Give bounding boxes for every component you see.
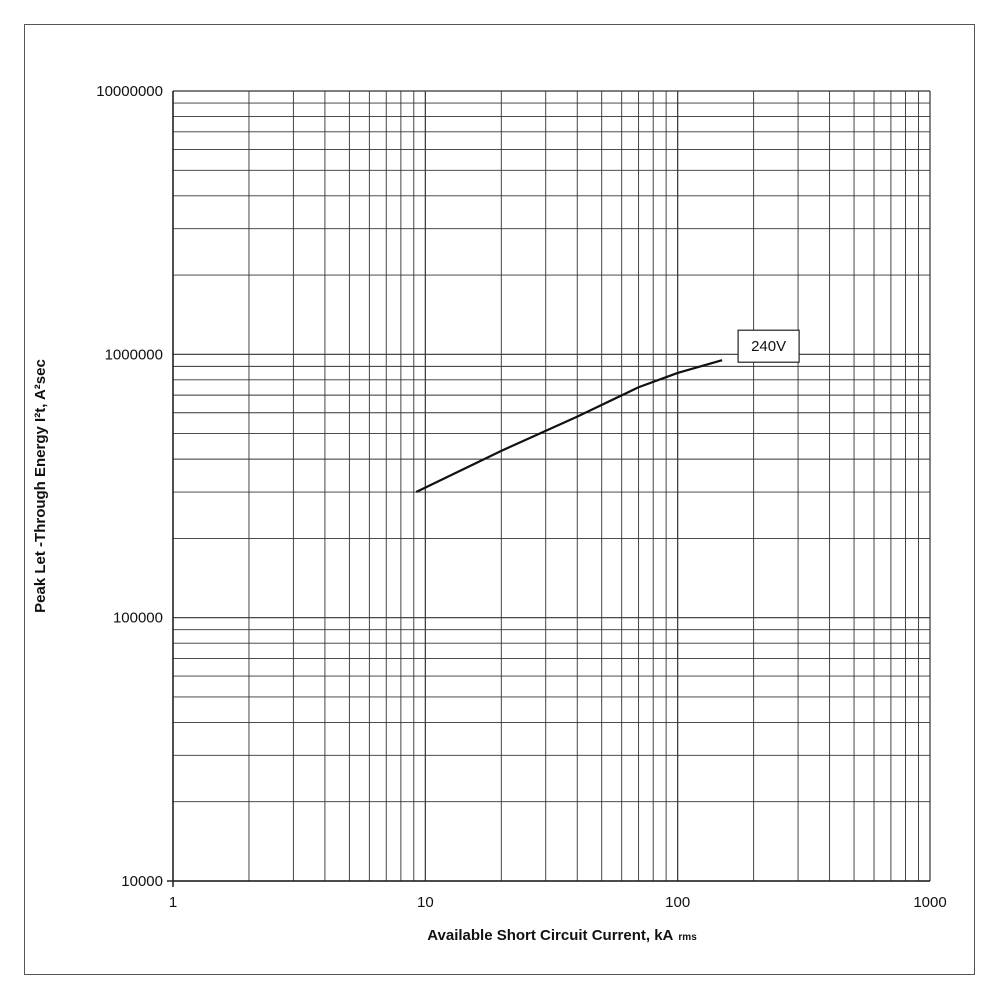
y-tick-label: 10000000 — [96, 83, 163, 100]
x-tick-label: 10 — [417, 894, 434, 911]
x-tick-label: 1000 — [913, 894, 946, 911]
y-tick-label: 10000 — [121, 873, 163, 890]
x-axis-title: Available Short Circuit Current, kA rms — [427, 927, 697, 944]
grid — [167, 90, 931, 887]
y-axis-title: Peak Let -Through Energy I²t, A²sec — [32, 359, 49, 613]
series-label-box — [737, 329, 800, 363]
series-group: 240V — [415, 329, 800, 494]
y-tick-label: 100000 — [113, 610, 163, 627]
chart-frame — [24, 24, 975, 975]
x-tick-label: 100 — [665, 894, 690, 911]
series-label: 240V — [751, 338, 786, 355]
series-line — [415, 359, 723, 494]
tick-labels: 1 10 100 1000 10000 100000 1000000 10000000 — [96, 83, 946, 911]
y-tick-label: 1000000 — [105, 346, 163, 363]
x-tick-label: 1 — [169, 894, 177, 911]
